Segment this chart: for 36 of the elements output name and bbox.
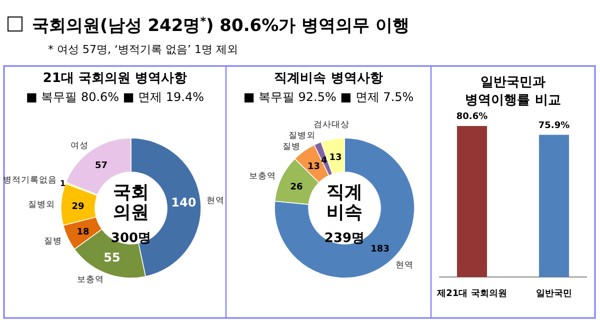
- slice-label: 보충역: [76, 274, 104, 285]
- x-tick-label: 제21대 국회의원: [436, 289, 507, 299]
- chart-subtitle: ■ 복무필 92.5% ■ 면제 7.5%: [243, 90, 414, 104]
- data-label: 13: [329, 152, 342, 163]
- slice-label: 보충역: [248, 172, 276, 182]
- text: 국회 의원: [113, 182, 149, 223]
- data-label: 26: [290, 182, 303, 192]
- slice-label: 여성: [70, 141, 88, 152]
- donut-slice: [274, 138, 415, 278]
- slice-label: 질병: [44, 236, 62, 246]
- slice-label: 현역: [206, 196, 225, 206]
- chart-subtitle: ■ 복무필 80.6% ■ 면제 19.4%: [26, 90, 204, 104]
- data-label: 55: [104, 250, 120, 264]
- data-label: 183: [370, 244, 390, 254]
- chart-title: 직계비속 병역사항: [274, 71, 383, 86]
- data-label: 140: [171, 195, 196, 210]
- chart-title: 일반국민과 병역이행률 비교: [465, 75, 561, 108]
- data-label: 29: [72, 202, 84, 212]
- data-label: 13: [308, 162, 320, 172]
- text: 239명: [324, 231, 365, 246]
- data-label: 18: [76, 228, 90, 238]
- text: 국회의원(남성 242명$^{*}$) 80.6%가 병역의무 이행: [32, 14, 410, 36]
- chart-title: 21대 국회의원 병역사항: [42, 71, 188, 86]
- data-label: 57: [94, 161, 108, 172]
- x-tick-label: 일반국민: [536, 289, 572, 299]
- data-label: 75.9%: [538, 120, 570, 131]
- text: 300명: [110, 231, 152, 246]
- slice-label: 질병외: [28, 200, 56, 210]
- text: 직계 비속: [326, 182, 362, 223]
- slice-label: 질병외: [288, 131, 316, 142]
- slice-label: 현역: [396, 260, 414, 270]
- slice-label: 검사대상: [314, 120, 350, 130]
- data-label: 1: [60, 178, 66, 188]
- text: * 여성 57명, ‘병적기록 없음’ 1명 제외: [48, 43, 238, 56]
- slice-label: 질병: [282, 142, 300, 152]
- data-label: 80.6%: [456, 112, 488, 122]
